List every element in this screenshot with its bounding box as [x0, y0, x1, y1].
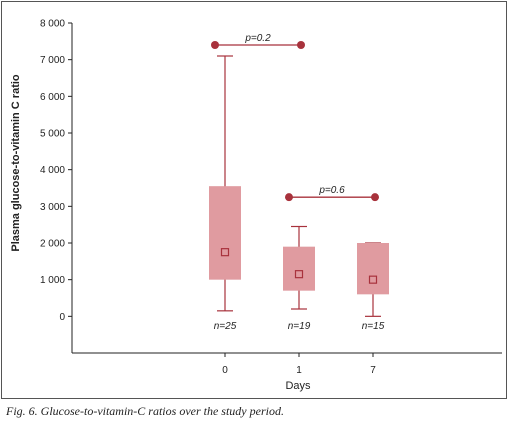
sample-size-label: n=25: [214, 321, 237, 332]
box-iqr: [209, 186, 241, 280]
comparison-dot: [371, 193, 379, 202]
y-tick-label: 8 000: [40, 19, 65, 30]
x-tick-label: 0: [222, 365, 228, 376]
x-tick-label: 1: [296, 365, 302, 376]
y-tick-label: 5 000: [40, 129, 65, 140]
y-tick-label: 2 000: [40, 239, 65, 250]
box-plot-chart: 0 1 000 2 000 3 000 4 000 5 000 6 000 7 000 8 00…: [10, 19, 502, 392]
y-tick-label: 3 000: [40, 202, 65, 213]
y-tick-label: 1 000: [40, 275, 65, 286]
sample-size-label: n=19: [288, 321, 311, 332]
sample-size-label: n=15: [362, 321, 385, 332]
median-marker: [368, 275, 378, 284]
box-iqr: [357, 243, 389, 295]
x-tick-label: 7: [370, 365, 376, 376]
y-tick-label: 6 000: [40, 92, 65, 103]
figure-caption: Fig. 6. Glucose-to-vitamin-C ratios over…: [6, 404, 284, 418]
p-value-label: p=0.6: [318, 185, 345, 196]
comparison-dot: [285, 193, 293, 202]
y-tick-label: 0: [59, 312, 65, 323]
median-marker: [294, 270, 304, 279]
comparison-dot: [297, 41, 305, 49]
p-value-label: p=0.2: [244, 33, 271, 44]
x-axis-label: Days: [285, 380, 311, 392]
comparison-dot: [211, 41, 219, 49]
y-tick-label: 4 000: [40, 165, 65, 176]
median-marker: [220, 248, 230, 257]
figure-frame: 0 1 000 2 000 3 000 4 000 5 000 6 000 7 000 8 00…: [1, 1, 507, 399]
y-tick-label: 7 000: [40, 55, 65, 66]
box-iqr: [283, 246, 315, 291]
y-axis-label: Plasma glucose-to-vitamin C ratio: [10, 74, 22, 252]
